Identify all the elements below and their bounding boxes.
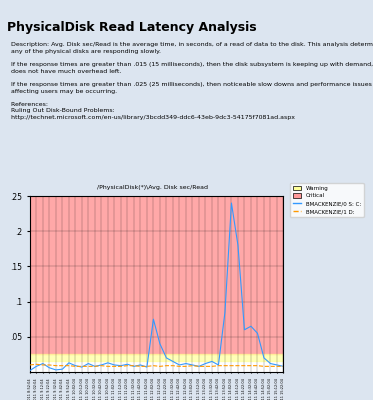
Text: Description: Avg. Disk sec/Read is the average time, in seconds, of a read of da: Description: Avg. Disk sec/Read is the a… bbox=[7, 42, 373, 120]
Text: /PhysicalDisk(*)\Avg. Disk sec/Read: /PhysicalDisk(*)\Avg. Disk sec/Read bbox=[97, 185, 209, 190]
Text: PhysicalDisk Read Latency Analysis: PhysicalDisk Read Latency Analysis bbox=[7, 21, 257, 34]
Legend: Warning, Critical, BMACKENZIE/0 S: C:, BMACKENZIE/1 D:: Warning, Critical, BMACKENZIE/0 S: C:, B… bbox=[290, 183, 364, 217]
